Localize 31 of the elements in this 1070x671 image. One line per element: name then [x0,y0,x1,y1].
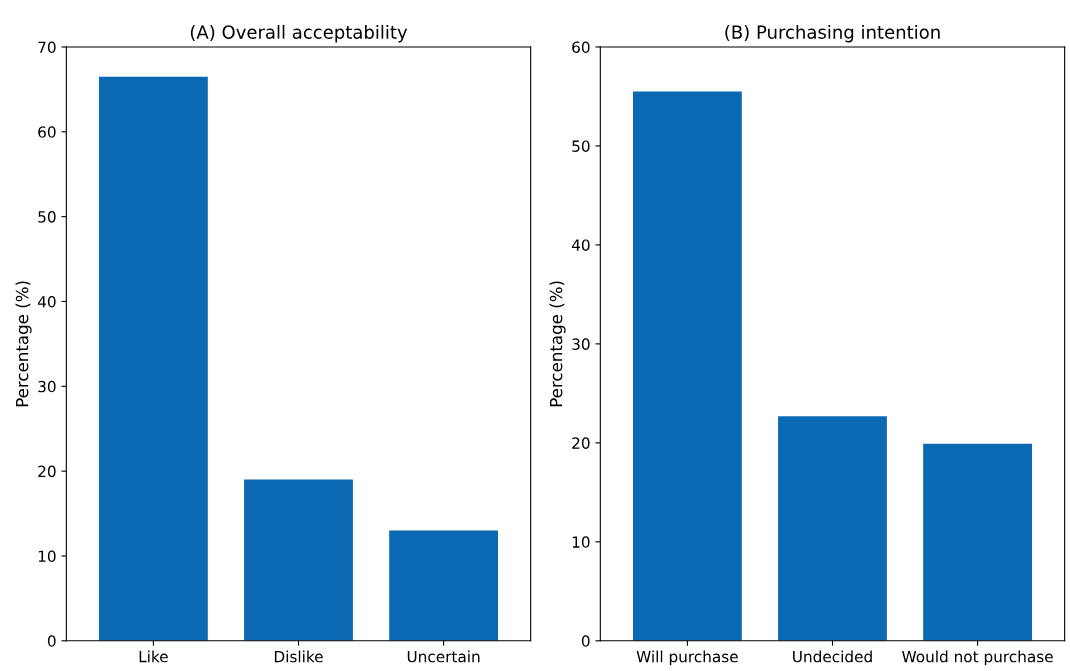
bar [244,479,353,641]
x-tick-label: Undecided [793,650,872,663]
y-tick-label: 20 [572,437,590,449]
x-tick-label: Will purchase [636,650,738,666]
y-axis-title: Percentage (%) [549,281,566,407]
y-tick-label: 0 [581,635,590,647]
chart-title: (A) Overall acceptability [190,24,408,43]
bar [778,416,887,641]
y-tick-label: 10 [572,536,590,548]
y-tick-label: 30 [38,380,56,393]
y-tick-label: 40 [37,295,56,308]
bar [632,91,742,641]
chart-title: (B) Purchasing intention [725,24,940,43]
x-tick-label: Dislike [274,650,323,663]
x-tick-label: Uncertain [407,650,480,663]
y-tick-label: 50 [572,140,590,152]
bar [98,76,208,641]
y-axis-title: Percentage (%) [15,281,32,407]
y-tick-label: 50 [38,211,56,223]
y-tick-label: 60 [572,41,590,53]
x-tick-label: Would not purchase [902,650,1053,666]
bar [923,443,1032,641]
bar [389,530,499,641]
y-tick-label: 40 [571,239,590,251]
y-tick-label: 0 [47,635,56,647]
y-tick-label: 20 [38,465,56,478]
y-tick-label: 60 [38,126,56,138]
y-tick-label: 70 [38,41,56,53]
x-tick-label: Like [139,650,168,663]
y-tick-label: 10 [38,550,56,562]
y-tick-label: 30 [572,338,590,350]
